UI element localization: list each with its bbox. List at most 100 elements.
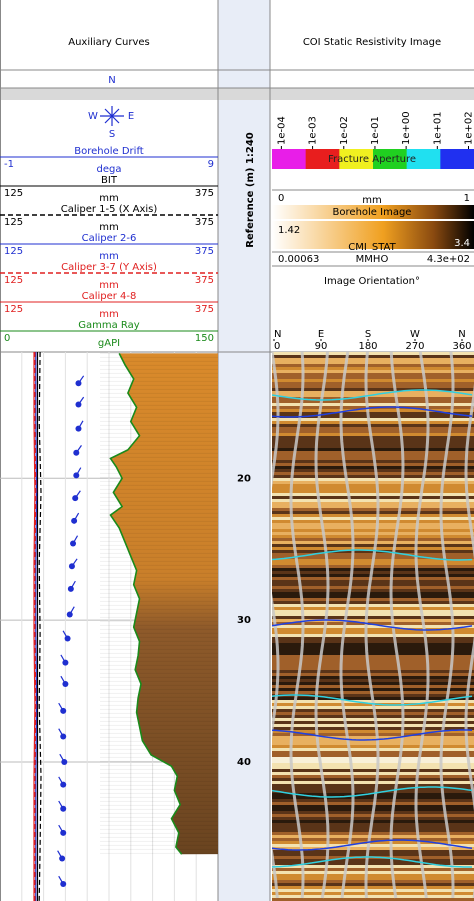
tadpole [73,472,79,478]
tadpole [69,563,75,569]
orientation-direction: N [274,329,281,340]
depth-tick-label: 30 [237,615,251,626]
aperture-tick-label: 1e+02 [464,111,474,145]
image-band [272,577,474,580]
image-band [272,751,474,754]
depth-tick-label: 20 [237,473,251,484]
curve-name: Caliper 1-5 (X Axis) [61,204,158,215]
compass-north: N [108,75,115,86]
curve-unit: mm [99,193,118,204]
aperture-color [440,149,474,169]
image-band [272,838,474,841]
image-band [272,487,474,490]
curve-min: -1 [4,159,14,170]
curve-max: 375 [195,275,214,286]
image-band [272,745,474,748]
image-band [272,508,474,511]
image-band [272,826,474,829]
image-band [272,685,474,688]
orientation-tick-label: 90 [315,341,328,352]
image-band [272,529,474,532]
tadpole [65,636,71,642]
orientation-direction: W [410,329,420,340]
image-band [272,433,474,436]
image-band [272,535,474,538]
image-band [272,775,474,778]
image-band [272,676,474,679]
image-band [272,682,474,685]
cond-min: 0.00063 [278,254,319,265]
curve-min: 125 [4,246,23,257]
image-band [272,427,474,430]
compass-west: W [88,111,98,122]
orientation-tick-label: 0 [274,341,280,352]
bh-min: 0 [278,193,284,204]
tadpole [60,806,66,812]
image-band [272,511,474,514]
header-divider [0,88,474,100]
curve-name: Caliper 3-7 (Y Axis) [61,262,157,273]
tadpole [73,450,79,456]
tadpole [70,541,76,547]
image-band [272,496,474,499]
tadpole [61,759,67,765]
image-band [272,514,474,517]
image-band [272,679,474,682]
curve-unit: gAPI [98,338,120,349]
image-band [272,523,474,526]
aperture-tick-label: 1e-01 [370,116,381,145]
image-band [272,436,474,439]
bh-unit: mm [362,195,381,206]
image-band [272,688,474,691]
tadpole [62,660,68,666]
curve-name: Borehole Drift [74,146,144,157]
tadpole [75,426,81,432]
compass-south: S [109,129,115,140]
cmi-label: CMI_STAT [348,242,396,253]
image-band [272,424,474,427]
image-band [272,667,474,670]
image-band [272,757,474,760]
image-band [272,586,474,589]
curve-max: 375 [195,217,214,228]
orientation-direction: E [318,329,324,340]
tadpole [60,830,66,836]
tadpole [60,881,66,887]
tadpole [71,518,77,524]
image-band [272,760,474,763]
tadpole [75,380,81,386]
image-band [272,772,474,775]
tadpole [68,586,74,592]
curve-unit: mm [99,251,118,262]
curve-min: 125 [4,188,23,199]
curve-max: 375 [195,304,214,315]
image-band [272,502,474,505]
curve-max: 375 [195,246,214,257]
image-band [272,664,474,667]
bh-max: 1 [464,193,470,204]
tadpole [60,733,66,739]
tadpole [72,495,78,501]
curve-unit: mm [99,222,118,233]
image-band [272,574,474,577]
curve-unit: mm [99,280,118,291]
curve-max: 150 [195,333,214,344]
orientation-direction: N [458,329,465,340]
well-log: Auxiliary Curves COI Static Resistivity … [0,0,474,901]
aperture-tick-label: 1e-02 [339,116,350,145]
aperture-color [272,149,306,169]
curve-name: Caliper 2-6 [82,233,137,244]
image-band [272,430,474,433]
curve-max: 375 [195,188,214,199]
orientation-tick-label: 180 [358,341,377,352]
curve-name: Caliper 4-8 [82,291,137,302]
tadpole [67,611,73,617]
curve-name: BIT [101,175,118,186]
tadpole [59,855,65,861]
aperture-tick-label: 1e-04 [276,116,287,145]
image-band [272,490,474,493]
tadpole [75,401,81,407]
curve-unit: mm [99,309,118,320]
image-band [272,418,474,421]
image-band [272,526,474,529]
